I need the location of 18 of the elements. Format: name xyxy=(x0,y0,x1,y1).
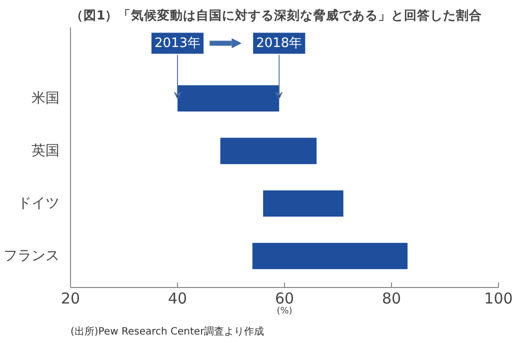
bar xyxy=(220,138,317,164)
y-tick-label: ドイツ xyxy=(18,195,60,212)
x-tick-label: 20 xyxy=(60,290,80,308)
chart-title: （図1）「気候変動は自国に対する深刻な脅威である」と回答した割合 xyxy=(70,8,482,22)
bar xyxy=(252,242,408,270)
x-tick-label: 80 xyxy=(382,290,402,308)
bar xyxy=(263,190,344,217)
annotation: 2018年 xyxy=(256,36,302,51)
x-tick-label: 40 xyxy=(168,290,188,308)
x-tick-label: 100 xyxy=(484,290,513,308)
bar xyxy=(178,85,280,112)
y-tick-label: 米国 xyxy=(32,90,60,106)
text: (出所)Pew Research Center調査より作成 xyxy=(70,326,264,338)
x-axis-title: (%) xyxy=(276,306,292,316)
x-tick-label: 60 xyxy=(274,290,294,308)
y-tick-label: 英国 xyxy=(32,142,60,159)
annotation: 2013年 xyxy=(154,36,201,51)
y-tick-label: フランス xyxy=(4,248,60,264)
